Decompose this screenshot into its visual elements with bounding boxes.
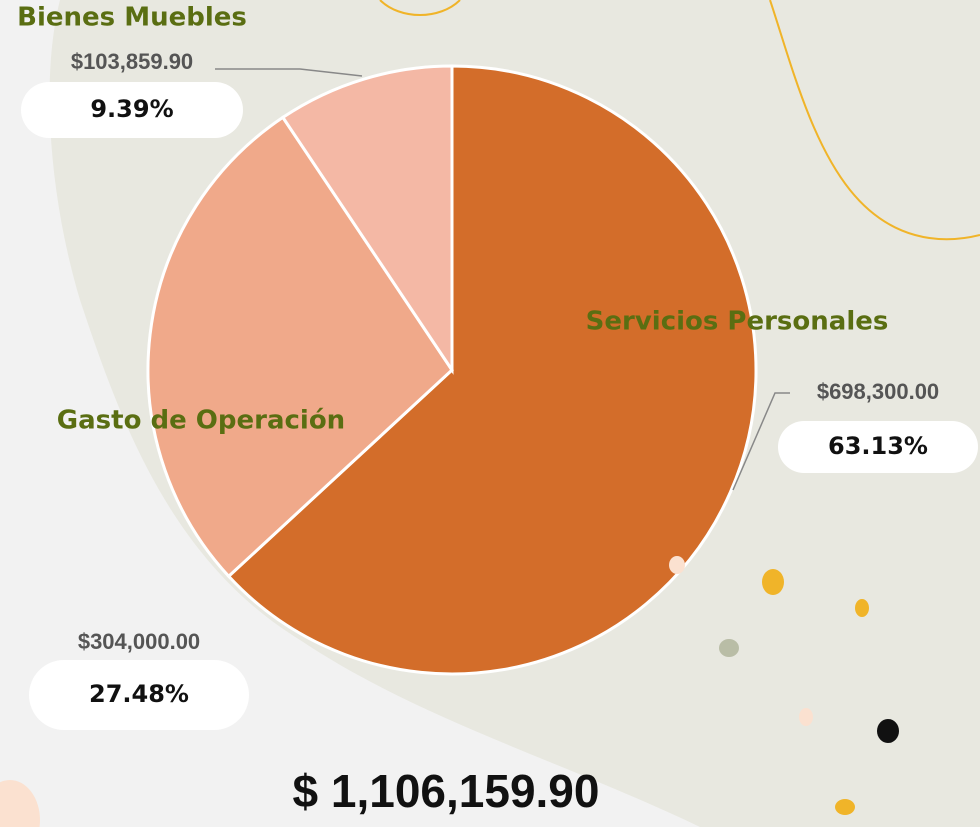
- decor-dot: [877, 719, 899, 743]
- percent-label: 63.13%: [828, 432, 928, 460]
- decor-dot: [762, 569, 784, 595]
- category-label: Servicios Personales: [586, 307, 889, 337]
- chart: Servicios Personales $698,300.00 63.13% Gas…: [0, 0, 980, 827]
- decor-dot: [855, 599, 869, 617]
- decor-dot: [835, 799, 855, 815]
- category-label: Gasto de Operación: [57, 406, 345, 436]
- amount-label: $698,300.00: [817, 379, 939, 404]
- decor-dot: [669, 556, 685, 574]
- pie: [148, 66, 756, 674]
- amount-label: $103,859.90: [71, 49, 193, 74]
- percent-label: 9.39%: [90, 95, 173, 123]
- amount-label: $304,000.00: [78, 629, 200, 654]
- percent-label: 27.48%: [89, 680, 189, 708]
- decor-dot: [719, 639, 739, 657]
- total: $ 1,106,159.90: [293, 765, 600, 817]
- decor-dot: [799, 708, 813, 726]
- category-label: Bienes Muebles: [17, 3, 247, 33]
